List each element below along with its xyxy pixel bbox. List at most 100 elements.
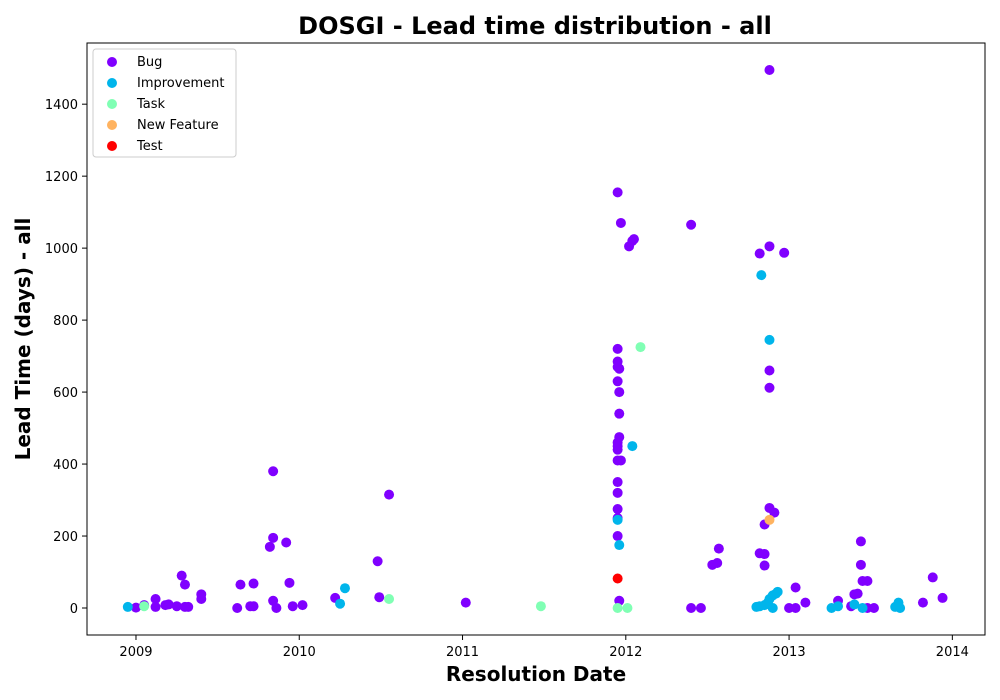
- data-point: [764, 241, 775, 252]
- data-point: [614, 387, 625, 398]
- x-tick-label: 2009: [119, 645, 152, 660]
- data-point: [150, 601, 161, 612]
- data-point: [171, 601, 182, 612]
- legend-marker: [107, 99, 117, 109]
- data-point: [612, 603, 623, 614]
- data-point: [460, 597, 471, 608]
- legend-box: [92, 48, 237, 158]
- data-point: [927, 572, 938, 583]
- data-point: [937, 592, 948, 603]
- x-tick-label: 2014: [936, 645, 969, 660]
- legend-item: Bug: [107, 55, 162, 70]
- data-point: [868, 603, 879, 614]
- legend-marker: [107, 57, 117, 67]
- y-tick-label: 1400: [45, 98, 78, 113]
- data-point: [686, 219, 697, 230]
- x-axis: 2009 2010 2011 2012 2013 2014: [119, 635, 969, 660]
- legend-item: Improvement: [107, 76, 224, 91]
- data-point: [130, 602, 141, 613]
- legend-label: Task: [136, 97, 166, 112]
- y-tick-label: 1200: [45, 170, 78, 185]
- x-tick-label: 2013: [773, 645, 806, 660]
- data-point: [764, 514, 775, 525]
- data-point: [615, 217, 626, 228]
- data-point: [862, 576, 873, 587]
- data-point: [163, 599, 174, 610]
- data-point: [852, 588, 863, 599]
- data-point: [612, 477, 623, 488]
- data-point: [271, 603, 282, 614]
- data-point: [855, 536, 866, 547]
- x-axis-label: Resolution Date: [446, 662, 626, 686]
- data-point: [284, 577, 295, 588]
- data-point: [268, 466, 279, 477]
- x-tick-label: 2011: [446, 645, 479, 660]
- data-point: [857, 603, 868, 614]
- data-point: [612, 343, 623, 354]
- data-point: [772, 586, 783, 597]
- data-point: [287, 601, 298, 612]
- data-point: [612, 376, 623, 387]
- legend-label: Bug: [137, 55, 162, 70]
- data-point: [248, 578, 259, 589]
- data-point: [612, 573, 623, 584]
- plot-frame: [86, 42, 986, 636]
- data-point: [615, 455, 626, 466]
- data-point: [759, 549, 770, 560]
- data-point: [612, 487, 623, 498]
- y-tick-label: 0: [70, 602, 78, 617]
- legend: Bug Improvement Task New Feature Test: [92, 48, 237, 158]
- x-tick-label: 2012: [609, 645, 642, 660]
- data-point: [756, 270, 767, 281]
- data-point: [268, 532, 279, 543]
- data-point: [779, 247, 790, 258]
- data-point: [895, 603, 906, 614]
- data-point: [754, 248, 765, 259]
- legend-marker: [107, 141, 117, 151]
- data-point: [235, 579, 246, 590]
- legend-label: Test: [136, 139, 163, 154]
- data-point: [759, 560, 770, 571]
- y-tick-label: 1000: [45, 242, 78, 257]
- data-point: [764, 382, 775, 393]
- data-point: [833, 601, 844, 612]
- data-point: [790, 582, 801, 593]
- data-point: [790, 603, 801, 614]
- data-point: [627, 441, 638, 452]
- data-point: [384, 594, 395, 605]
- legend-item: Task: [107, 97, 166, 112]
- legend-label: Improvement: [137, 76, 224, 91]
- data-point: [849, 599, 860, 610]
- data-point: [264, 541, 275, 552]
- data-point: [635, 342, 646, 353]
- data-point: [767, 603, 778, 614]
- data-point: [297, 600, 308, 611]
- legend-marker: [107, 78, 117, 88]
- series-task: [139, 342, 646, 614]
- plot-area: [122, 64, 948, 614]
- y-axis-label: Lead Time (days) - all: [11, 218, 35, 461]
- data-point: [179, 579, 190, 590]
- data-point: [122, 601, 133, 612]
- x-tick-label: 2010: [283, 645, 316, 660]
- data-point: [281, 537, 292, 548]
- data-point: [769, 507, 780, 518]
- data-point: [614, 363, 625, 374]
- legend-item: Test: [107, 139, 163, 154]
- data-point: [176, 570, 187, 581]
- data-point: [800, 597, 811, 608]
- data-point: [183, 601, 194, 612]
- y-axis: 0 200 400 600 800 1000 1200 1400: [45, 98, 87, 617]
- y-tick-label: 200: [53, 530, 78, 545]
- data-point: [614, 540, 625, 551]
- data-point: [622, 603, 633, 614]
- data-point: [764, 334, 775, 345]
- data-point: [917, 597, 928, 608]
- data-point: [339, 583, 350, 594]
- data-point: [712, 558, 723, 569]
- data-point: [535, 601, 546, 612]
- data-point: [232, 603, 243, 614]
- data-point: [139, 601, 150, 612]
- data-point: [150, 594, 161, 605]
